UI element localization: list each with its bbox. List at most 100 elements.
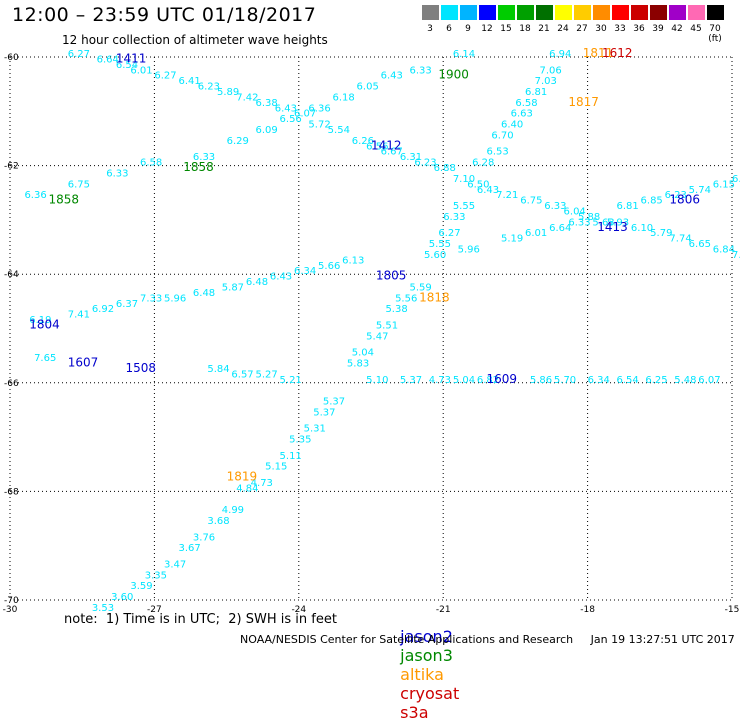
wave-height-value: 5.59 — [410, 282, 432, 293]
wave-height-value: 6.37 — [116, 299, 138, 310]
wave-height-value: 5.48 — [674, 375, 696, 386]
color-swatch — [479, 5, 496, 20]
wave-height-value: 5.66 — [318, 261, 340, 272]
wave-height-value: 6.48 — [246, 277, 268, 288]
wave-height-value: 5.27 — [255, 369, 277, 380]
wave-height-value: 5.87 — [222, 282, 244, 293]
track-time-label: 1607 — [68, 356, 99, 370]
color-scale-label: 33 — [614, 24, 626, 34]
wave-height-value: 5.63 — [592, 217, 614, 228]
wave-height-value: 6.48 — [193, 288, 215, 299]
wave-height-value: 6.33 — [544, 201, 566, 212]
wave-height-value: 3.67 — [178, 543, 200, 554]
wave-height-value: 5.04 — [453, 375, 475, 386]
wave-height-value: 6.33 — [568, 217, 590, 228]
longitude-tick-label: -24 — [291, 605, 306, 615]
legend-altika: altika — [400, 665, 444, 684]
wave-height-value: 6.54 — [616, 375, 638, 386]
wave-height-value: 6.01 — [130, 65, 152, 76]
wave-height-value: 5.37 — [323, 397, 345, 408]
wave-height-value: 6.70 — [491, 130, 513, 141]
map-subtitle: 12 hour collection of altimeter wave hei… — [62, 33, 328, 47]
wave-height-value: 6.05 — [357, 82, 379, 93]
color-swatch — [574, 5, 591, 20]
wave-height-value: 6.92 — [92, 304, 114, 315]
wave-height-value: 3.47 — [164, 559, 186, 570]
legend-jason2: jason2 — [400, 627, 453, 646]
color-scale-label: 9 — [465, 24, 471, 34]
wave-height-value: 6.10 — [631, 223, 653, 234]
track-time-label: 1805 — [376, 269, 407, 283]
color-scale-label: 21 — [538, 24, 550, 34]
wave-height-value: 6.57 — [231, 369, 253, 380]
wave-height-value: 5.19 — [501, 234, 523, 245]
wave-height-value: 6.09 — [255, 125, 277, 136]
wave-height-value: 6.94 — [549, 49, 571, 60]
wave-height-value: 6.27 — [438, 228, 460, 239]
wave-height-value: 5.37 — [313, 407, 335, 418]
wave-height-value: 4.84 — [236, 483, 258, 494]
track-time-label: 1508 — [126, 361, 157, 375]
wave-height-value: 6.43 — [477, 185, 499, 196]
wave-height-value: 6.29 — [227, 136, 249, 147]
color-swatch — [631, 5, 648, 20]
longitude-tick-label: -15 — [725, 605, 740, 615]
wave-height-value: 5.86 — [530, 375, 552, 386]
wave-height-value: 6.34 — [588, 375, 610, 386]
color-swatch — [650, 5, 667, 20]
wave-height-value: 6.07 — [294, 109, 316, 120]
track-time-label: 1412 — [371, 138, 402, 152]
color-scale-label: 70 (ft) — [708, 24, 722, 44]
latitude-tick-label: -64 — [4, 270, 19, 280]
wave-height-value: 6.43 — [270, 272, 292, 283]
wave-height-value: 6.04 — [564, 206, 586, 217]
wave-height-value: 7.42 — [236, 92, 258, 103]
wave-height-value: 5.31 — [304, 424, 326, 435]
wave-height-value: 6.23 — [414, 158, 436, 169]
wave-height-value: 5.96 — [458, 244, 480, 255]
color-swatch — [536, 5, 553, 20]
wave-height-value: 6.53 — [487, 147, 509, 158]
color-swatch — [669, 5, 686, 20]
wave-height-value: 6.31 — [400, 152, 422, 163]
legend-cryosat: cryosat — [400, 684, 460, 703]
color-swatch — [593, 5, 610, 20]
track-time-label: 1858 — [183, 160, 214, 174]
longitude-tick-label: -21 — [436, 605, 451, 615]
color-scale-label: 27 — [576, 24, 588, 34]
wave-height-value: 6.64 — [97, 54, 119, 65]
wave-height-value: 3.60 — [111, 592, 133, 603]
wave-height-value: 6.03 — [732, 174, 740, 185]
wave-height-value: 5.79 — [650, 228, 672, 239]
wave-height-value: 6.63 — [511, 109, 533, 120]
wave-height-value: 5.96 — [164, 293, 186, 304]
legend-jason3: jason3 — [400, 646, 453, 665]
wave-height-value: 6.41 — [178, 76, 200, 87]
wave-height-value: 6.38 — [255, 98, 277, 109]
wave-height-value: 6.81 — [525, 87, 547, 98]
wave-height-value: 6.75 — [520, 196, 542, 207]
color-scale-label: 39 — [652, 24, 664, 34]
wave-height-value: 4.73 — [251, 478, 273, 489]
color-scale-label: 45 — [690, 24, 702, 34]
color-scale-label: 15 — [500, 24, 512, 34]
wave-height-value: 6.85 — [641, 196, 663, 207]
wave-height-value: 6.34 — [294, 266, 316, 277]
wave-height-value: 6.33 — [410, 65, 432, 76]
wave-height-value: 4.99 — [222, 505, 244, 516]
wave-height-value: 6.67 — [381, 147, 403, 158]
latitude-tick-label: -70 — [4, 596, 19, 606]
latitude-tick-label: -68 — [4, 487, 19, 497]
wave-height-value: 6.54 — [116, 60, 138, 71]
color-swatch — [517, 5, 534, 20]
track-time-label: 1612 — [602, 46, 633, 60]
wave-height-value: 6.01 — [525, 228, 547, 239]
wave-height-value: 6.26 — [352, 136, 374, 147]
longitude-tick-label: -27 — [147, 605, 162, 615]
color-swatch — [688, 5, 705, 20]
wave-height-value: 6.43 — [381, 71, 403, 82]
wave-height-value: 5.83 — [347, 359, 369, 370]
wave-height-value: 3.76 — [193, 532, 215, 543]
track-time-label: 1858 — [49, 193, 80, 207]
wave-height-value: 5.38 — [385, 304, 407, 315]
